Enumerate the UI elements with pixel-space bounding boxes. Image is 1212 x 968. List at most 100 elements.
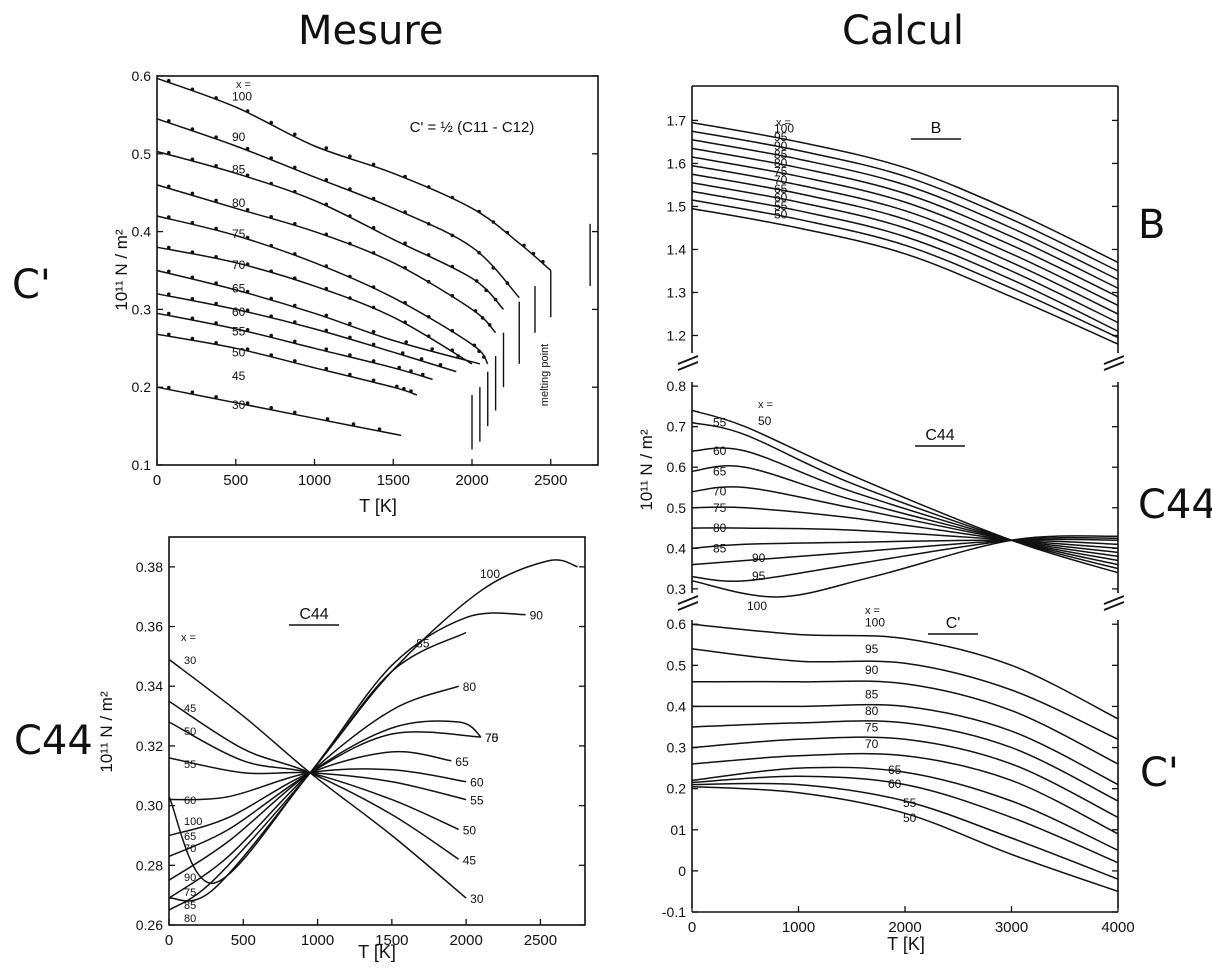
series-line-x90 <box>168 612 526 902</box>
y-tick-label: 0.5 <box>667 500 687 516</box>
data-point <box>450 195 455 200</box>
data-point <box>348 187 352 191</box>
data-point <box>293 132 297 137</box>
data-point <box>167 311 171 316</box>
series-label-x75: 75 <box>865 720 879 734</box>
data-point <box>269 181 274 186</box>
y-tick-label: 0.4 <box>667 540 687 556</box>
series-label-x45: 45 <box>463 853 477 867</box>
y-axis-label: 10¹¹ N / m² <box>97 691 116 773</box>
data-point <box>214 135 218 139</box>
y-tick-label: 0.32 <box>136 738 163 754</box>
series-label-x55: 55 <box>232 324 246 338</box>
series-line-x80 <box>691 156 1119 298</box>
data-point <box>505 230 510 235</box>
series-label-x100: 100 <box>747 599 767 613</box>
series-label-x30: 30 <box>470 892 484 906</box>
data-point <box>269 406 274 410</box>
data-point <box>214 341 218 345</box>
y-tick-label: 1.4 <box>667 241 687 257</box>
data-point <box>426 279 431 284</box>
data-point <box>269 156 274 160</box>
melting-point-label: melting point <box>539 344 551 406</box>
series-label-x90: 90 <box>774 139 788 153</box>
data-point <box>348 274 352 279</box>
series-label-x50: 50 <box>463 823 477 837</box>
series-label-x85: 85 <box>416 637 430 651</box>
series-label-x100: 100 <box>774 122 794 136</box>
data-point <box>484 288 489 293</box>
data-point <box>214 164 218 168</box>
data-point <box>190 275 195 280</box>
y-tick-label: 1.3 <box>667 284 687 300</box>
series-line-x95 <box>691 536 1119 582</box>
x-tick-label: 1000 <box>301 932 334 949</box>
data-point <box>214 226 218 231</box>
series-label-x55: 55 <box>713 416 727 430</box>
data-point <box>505 281 510 285</box>
series-label-x65: 65 <box>713 464 727 478</box>
data-point <box>190 390 195 395</box>
series-line-x85 <box>691 147 1119 289</box>
series-line-x70 <box>691 752 1119 835</box>
x-tick-label: 500 <box>223 472 248 489</box>
data-point <box>531 251 536 256</box>
series-line-x85 <box>691 703 1119 786</box>
series-label-x60: 60 <box>888 777 902 791</box>
data-point <box>477 349 481 354</box>
data-point <box>395 384 399 389</box>
data-point <box>269 333 274 338</box>
series-label-x65: 65 <box>232 282 246 296</box>
series-line-x55 <box>691 199 1119 339</box>
panel-calc_b: 1.2 1.3 1.4 1.5 1.6 1.7 1009590858075706560555… <box>667 85 1119 353</box>
y-tick-label: 0.6 <box>132 68 152 84</box>
data-point <box>403 300 407 305</box>
data-point <box>371 329 376 334</box>
data-point <box>348 214 352 218</box>
series-label-x80: 80 <box>232 196 246 210</box>
data-point <box>430 347 435 351</box>
series-label-x60: 60 <box>470 776 484 790</box>
data-point <box>190 297 195 301</box>
series-line-x30 <box>168 658 467 899</box>
data-point <box>403 210 407 214</box>
series-line-x60 <box>691 775 1119 864</box>
data-point <box>293 165 297 170</box>
series-label-x85: 85 <box>713 541 727 555</box>
y-tick-label: 0.3 <box>132 301 152 317</box>
y-axis-label: 10¹¹ N / m² <box>112 229 131 311</box>
axis-break-mark <box>1103 361 1125 371</box>
y-tick-label: 0.36 <box>136 619 163 635</box>
y-tick-label: 0.7 <box>667 419 687 435</box>
data-point <box>214 321 218 325</box>
series-line-x75 <box>168 720 482 881</box>
series-label-x70: 70 <box>485 731 499 745</box>
data-point <box>474 279 479 283</box>
series-line-x75 <box>691 506 1119 554</box>
data-point <box>190 221 195 225</box>
x-tick-label: 500 <box>231 932 256 949</box>
data-point <box>456 354 461 358</box>
axis-break-mark <box>1103 601 1125 611</box>
y-tick-label: 0.26 <box>136 917 163 933</box>
data-point <box>472 343 477 348</box>
side-label-b-calculated: B <box>1138 202 1166 248</box>
series-label-x75: 75 <box>713 501 727 515</box>
axis-break-mark <box>677 355 699 365</box>
series-label-x90: 90 <box>232 130 246 144</box>
data-point <box>371 196 376 201</box>
data-point <box>245 262 250 267</box>
series-label-x65: 65 <box>774 182 788 196</box>
series-line-x65 <box>691 766 1119 851</box>
data-point <box>421 372 425 377</box>
data-point <box>371 285 376 289</box>
data-point <box>245 109 250 113</box>
series-label-x50: 50 <box>758 414 772 428</box>
series-label-x85: 85 <box>865 687 879 701</box>
series-label-x55: 55 <box>903 796 917 810</box>
data-point <box>167 245 171 250</box>
x-axis-label: T [K] <box>359 496 397 516</box>
series-label-x95: 95 <box>752 569 766 583</box>
data-point <box>371 305 376 310</box>
legend-title: x = <box>758 399 773 411</box>
